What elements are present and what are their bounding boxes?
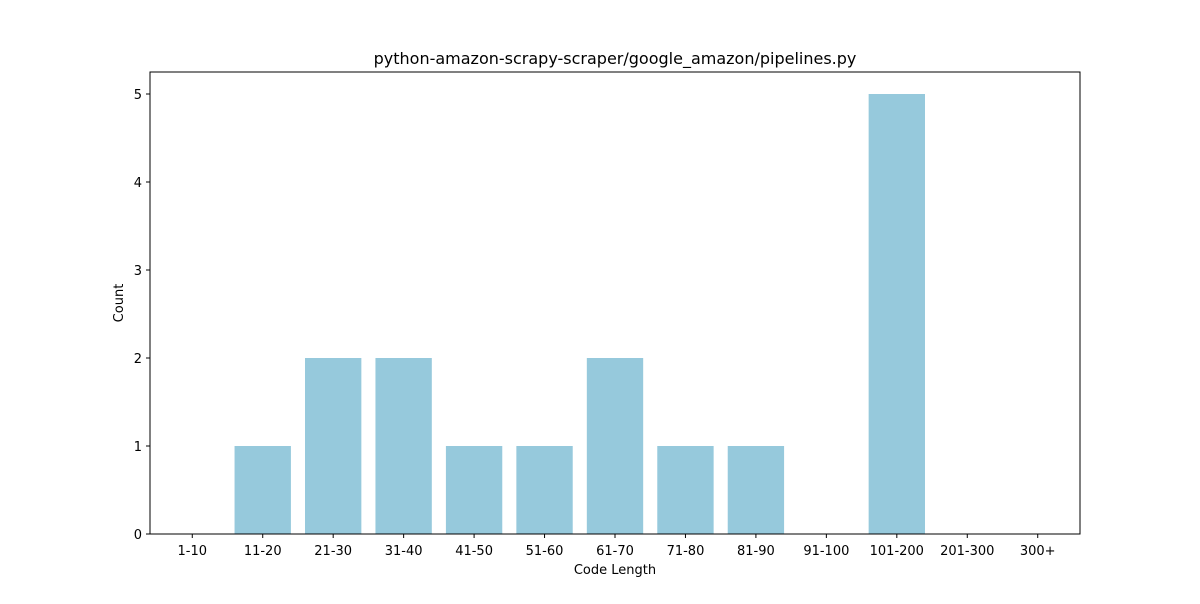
y-tick-label: 0 [134, 528, 142, 543]
bar-61-70 [586, 358, 644, 534]
x-axis: 1-10 11-20 21-30 31-40 41-50 51-60 61-70 71-80 8… [178, 534, 1056, 559]
x-tick-label: 91-100 [803, 544, 849, 559]
plot-frame [149, 71, 1081, 535]
y-tick-label: 3 [134, 264, 142, 279]
x-tick-label: 101-200 [870, 544, 924, 559]
bar-71-80 [657, 446, 714, 534]
x-tick-label: 1-10 [178, 544, 208, 559]
x-tick-label: 61-70 [596, 544, 634, 559]
x-tick-label: 201-300 [940, 544, 994, 559]
y-tick-label: 2 [134, 352, 142, 367]
y-tick-label: 5 [134, 88, 142, 103]
bars-group [234, 94, 925, 534]
bar-41-50 [445, 446, 503, 534]
bar-11-20 [234, 446, 291, 534]
bar-51-60 [516, 446, 573, 534]
y-axis-label: Count [112, 284, 127, 323]
bar-101-200 [868, 94, 925, 534]
x-tick-label: 41-50 [455, 544, 493, 559]
y-axis: 0 1 2 3 4 5 [134, 88, 150, 543]
x-tick-label: 300+ [1020, 544, 1056, 559]
x-tick-label: 21-30 [314, 544, 352, 559]
chart-title: python-amazon-scrapy-scraper/google_amaz… [374, 49, 857, 69]
bar-21-30 [305, 358, 362, 534]
y-tick-label: 1 [134, 440, 142, 455]
bar-81-90 [727, 446, 785, 534]
bar-31-40 [375, 358, 432, 534]
y-tick-label: 4 [134, 176, 142, 191]
x-tick-label: 71-80 [667, 544, 705, 559]
x-tick-label: 11-20 [244, 544, 282, 559]
x-tick-label: 51-60 [526, 544, 564, 559]
x-axis-label: Code Length [574, 563, 656, 578]
x-tick-label: 81-90 [737, 544, 775, 559]
x-tick-label: 31-40 [385, 544, 423, 559]
